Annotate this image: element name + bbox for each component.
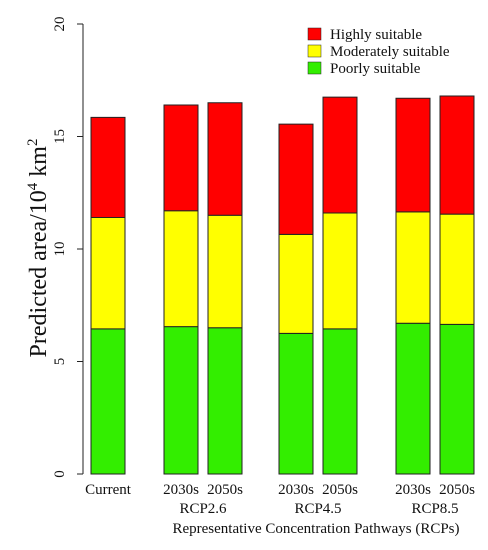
x-tick-label: 2030s bbox=[163, 482, 199, 498]
bar-segment bbox=[322, 96, 358, 214]
bar-segment bbox=[395, 211, 431, 324]
bar-segment bbox=[163, 326, 199, 475]
bar-segment bbox=[90, 328, 126, 475]
bar-segment bbox=[322, 328, 358, 475]
y-tick-label: 0 bbox=[52, 470, 68, 478]
legend-label: Moderately suitable bbox=[330, 44, 450, 60]
y-tick-label: 20 bbox=[52, 17, 68, 32]
y-tick-label: 10 bbox=[52, 242, 68, 257]
y-axis: 0 5 10 15 20 bbox=[52, 17, 84, 478]
bar-segment bbox=[90, 116, 126, 218]
bar-segment bbox=[163, 104, 199, 212]
y-tick-label: 5 bbox=[52, 358, 68, 366]
x-group-label: RCP4.5 bbox=[294, 501, 341, 517]
legend-swatch bbox=[307, 44, 322, 58]
y-axis-label-exponent: 4 bbox=[25, 182, 41, 190]
bar-segment bbox=[322, 212, 358, 330]
legend-swatch bbox=[307, 61, 322, 75]
x-group-label: RCP8.5 bbox=[411, 501, 458, 517]
y-tick-label: 15 bbox=[52, 129, 68, 144]
bar-segment bbox=[90, 217, 126, 330]
y-axis-label-unit-exponent: 2 bbox=[25, 139, 41, 147]
bar-segment bbox=[278, 233, 314, 334]
x-axis-label: Representative Concentration Pathways (R… bbox=[172, 521, 459, 537]
bar-segment bbox=[439, 213, 475, 325]
x-group-label: RCP2.6 bbox=[179, 501, 227, 517]
legend-label: Poorly suitable bbox=[330, 61, 421, 77]
x-tick-label: 2030s bbox=[278, 482, 314, 498]
bar-segment bbox=[439, 95, 475, 215]
x-tick-label: 2050s bbox=[439, 482, 475, 498]
legend-label: Highly suitable bbox=[330, 27, 422, 43]
bar-segment bbox=[163, 210, 199, 328]
bar-segment bbox=[395, 322, 431, 475]
bars-layer bbox=[90, 95, 475, 475]
y-axis-label-unit: km bbox=[26, 146, 52, 183]
x-category-labels: Current 2030s 2050s 2030s 2050s 2030s 2050s RCP… bbox=[85, 482, 475, 517]
y-axis-label-main: Predicted area/10 bbox=[26, 190, 52, 357]
bar-segment bbox=[207, 214, 243, 329]
x-tick-label: Current bbox=[85, 482, 132, 498]
x-tick-label: 2050s bbox=[207, 482, 243, 498]
bar-segment bbox=[278, 332, 314, 475]
x-tick-label: 2030s bbox=[395, 482, 431, 498]
bar-segment bbox=[207, 102, 243, 216]
x-tick-label: 2050s bbox=[322, 482, 358, 498]
y-axis-label: Predicted area/104 km2 bbox=[25, 139, 52, 358]
bar-segment bbox=[278, 123, 314, 235]
legend-swatch bbox=[307, 27, 322, 41]
bar-segment bbox=[439, 323, 475, 475]
bar-segment bbox=[395, 97, 431, 213]
bar-segment bbox=[207, 327, 243, 475]
